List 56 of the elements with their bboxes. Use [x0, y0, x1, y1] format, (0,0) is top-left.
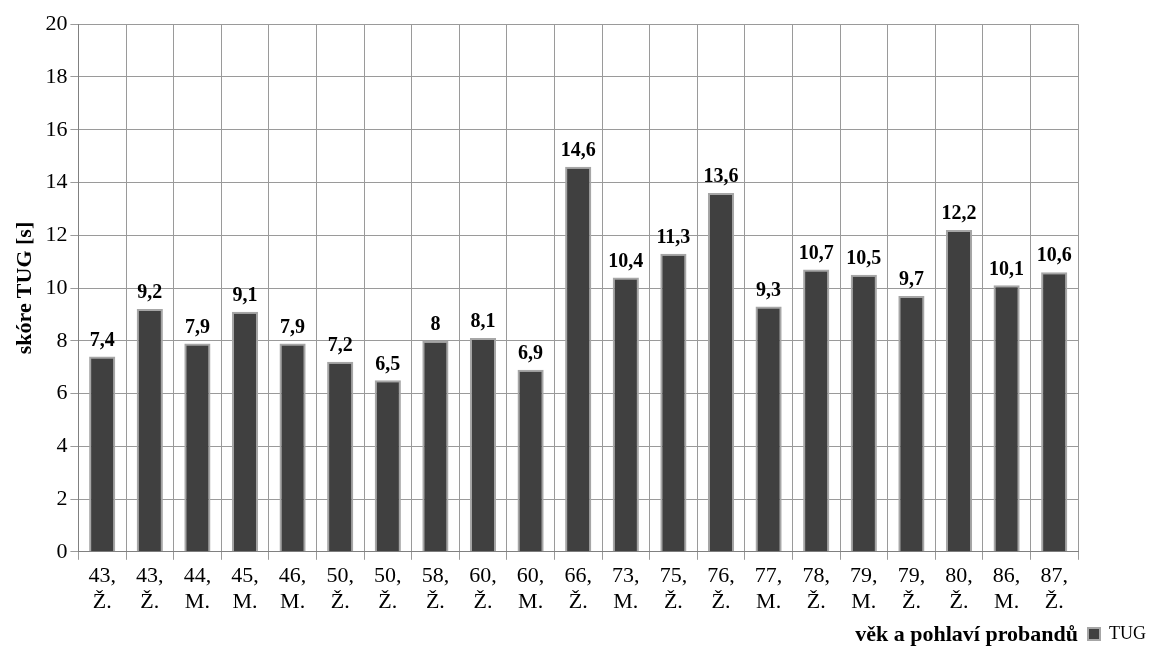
x-tick-label: 58, Ž.	[421, 561, 450, 614]
data-label: 13,6	[703, 164, 739, 187]
data-label: 9,1	[232, 282, 258, 305]
y-tick-label: 18	[45, 62, 68, 88]
data-label: 9,2	[137, 280, 163, 303]
x-tick-label: 50, Ž.	[374, 561, 402, 614]
y-tick-label: 0	[56, 537, 68, 563]
x-tick-label: 43, Ž.	[136, 561, 164, 614]
legend-label: TUG	[1109, 622, 1147, 643]
y-tick-label: 4	[56, 432, 68, 458]
data-label: 6,9	[518, 340, 544, 363]
data-label: 7,2	[327, 333, 353, 356]
data-label: 11,3	[656, 224, 691, 247]
x-tick-label: 43, Ž.	[88, 561, 116, 614]
data-label: 6,5	[375, 351, 401, 374]
y-tick-label: 8	[56, 326, 68, 352]
x-tick-label: 78, Ž.	[802, 561, 830, 614]
data-label: 12,2	[941, 201, 977, 224]
x-tick-label: 87, Ž.	[1040, 561, 1068, 614]
x-tick-label: 60, M.	[516, 561, 545, 614]
y-tick-label: 16	[45, 115, 68, 141]
x-tick-label: 79, Ž.	[897, 561, 926, 614]
x-tick-label: 73, M.	[612, 561, 640, 614]
data-label: 10,6	[1036, 243, 1072, 266]
x-tick-label: 86, M.	[992, 561, 1021, 614]
data-label: 10,5	[846, 245, 882, 268]
data-label: 10,7	[798, 240, 834, 263]
x-tick-label: 46, M.	[278, 561, 307, 614]
y-tick-label: 10	[45, 273, 68, 299]
x-tick-label: 77, M.	[754, 561, 783, 614]
data-label: 7,4	[89, 327, 115, 350]
y-tick-label: 2	[56, 484, 68, 510]
data-label: 9,7	[898, 267, 924, 290]
x-tick-label: 79, M.	[850, 561, 878, 614]
x-tick-label: 75, Ž.	[659, 561, 688, 614]
x-tick-label: 50, Ž.	[326, 561, 354, 614]
data-label: 7,9	[184, 314, 210, 337]
data-label: 10,1	[989, 256, 1025, 279]
x-tick-label: 66, Ž.	[564, 561, 592, 614]
y-tick-label: 14	[45, 168, 68, 194]
x-tick-label: 80, Ž.	[945, 561, 973, 614]
y-axis-title: skóre TUG [s]	[10, 221, 36, 355]
y-tick-label: 12	[45, 221, 68, 247]
data-label: 14,6	[560, 137, 596, 160]
data-label: 8,1	[470, 309, 496, 332]
x-axis-title: věk a pohlaví probandů	[855, 621, 1079, 647]
y-tick-label: 20	[45, 9, 68, 35]
x-tick-label: 45, M.	[231, 561, 259, 614]
y-tick-label: 6	[56, 379, 68, 405]
data-label: 9,3	[756, 277, 782, 300]
x-tick-label: 44, M.	[183, 561, 212, 614]
x-tick-label: 60, Ž.	[469, 561, 497, 614]
data-label: 8	[430, 311, 441, 334]
x-tick-label: 76, Ž.	[707, 561, 735, 614]
data-label: 10,4	[608, 248, 644, 271]
data-label: 7,9	[280, 314, 306, 337]
